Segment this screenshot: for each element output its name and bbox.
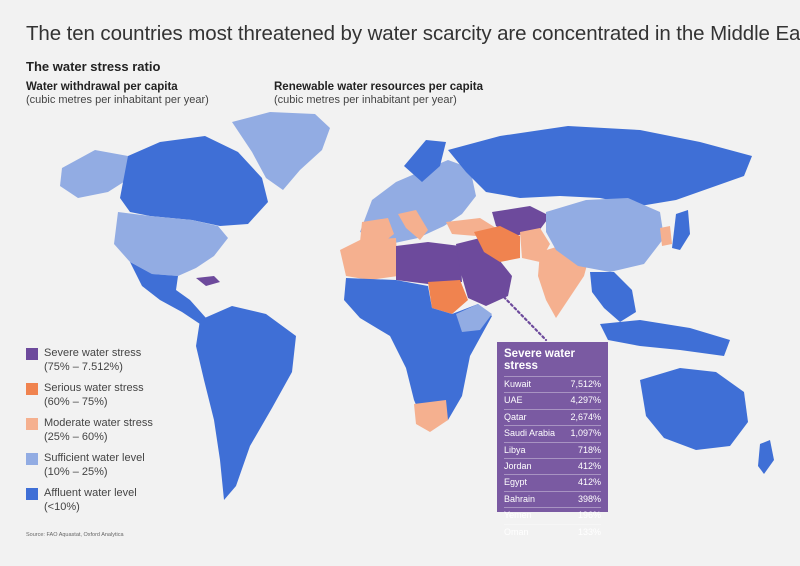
callout-country: Libya bbox=[504, 444, 526, 455]
region-horn-of-africa bbox=[456, 304, 492, 332]
legend-range: (10% – 25%) bbox=[44, 466, 108, 478]
callout-row: Qatar 2,674% bbox=[504, 408, 601, 425]
callout-value: 412% bbox=[577, 460, 601, 471]
legend-label: Sufficient water level bbox=[44, 452, 145, 464]
legend-label: Moderate water stress bbox=[44, 417, 153, 429]
chart-subtitle: The water stress ratio bbox=[26, 59, 161, 74]
legend-item-severe: Severe water stress (75% – 7.512%) bbox=[26, 346, 153, 381]
legend-item-moderate: Moderate water stress (25% – 60%) bbox=[26, 416, 153, 451]
callout-row: Yemen 196% bbox=[504, 507, 601, 523]
callout-value: 2,674% bbox=[570, 411, 601, 422]
legend-range: (60% – 75%) bbox=[44, 396, 108, 408]
region-southeast-asia bbox=[590, 272, 636, 322]
legend-range: (25% – 60%) bbox=[44, 431, 108, 443]
region-indonesia bbox=[600, 320, 730, 356]
region-alaska bbox=[60, 150, 130, 198]
region-canada bbox=[120, 136, 268, 226]
region-usa bbox=[114, 212, 228, 276]
callout-value: 7,512% bbox=[570, 379, 601, 389]
region-south-america bbox=[196, 306, 296, 500]
region-central-america bbox=[130, 262, 206, 324]
region-arabian-peninsula bbox=[456, 238, 512, 306]
ratio-denominator: Renewable water resources per capita (cu… bbox=[274, 81, 483, 106]
callout-row: UAE 4,297% bbox=[504, 392, 601, 408]
callout-country: Oman bbox=[504, 526, 529, 537]
legend-swatch-severe bbox=[26, 348, 38, 360]
callout-value: 718% bbox=[577, 444, 601, 455]
region-libya-egypt bbox=[396, 242, 462, 284]
region-iran bbox=[474, 226, 520, 262]
region-caribbean bbox=[196, 276, 220, 286]
denominator-unit: (cubic metres per inhabitant per year) bbox=[274, 94, 457, 106]
callout-country: Saudi Arabia bbox=[504, 428, 556, 439]
callout-row: Saudi Arabia 1,097% bbox=[504, 425, 601, 441]
region-north-africa bbox=[340, 238, 398, 280]
region-mediterranean bbox=[398, 210, 428, 240]
legend-swatch-sufficient bbox=[26, 453, 38, 465]
legend-label: Severe water stress bbox=[44, 347, 142, 359]
numerator-unit: (cubic metres per inhabitant per year) bbox=[26, 94, 209, 106]
callout-value: 412% bbox=[577, 477, 601, 488]
legend-range: (<10%) bbox=[44, 501, 80, 513]
region-scandinavia bbox=[404, 140, 446, 182]
callout-value: 133% bbox=[577, 526, 601, 537]
legend-item-sufficient: Sufficient water level (10% – 25%) bbox=[26, 451, 153, 486]
ratio-numerator: Water withdrawal per capita (cubic metre… bbox=[26, 81, 209, 106]
callout-country: UAE bbox=[504, 395, 523, 406]
callout-country: Jordan bbox=[504, 460, 532, 471]
callout-value: 196% bbox=[577, 510, 601, 521]
callout-title: Severe water stress bbox=[504, 348, 575, 372]
callout-leader-line bbox=[495, 288, 548, 342]
region-russia bbox=[448, 126, 752, 206]
callout-row: Bahrain 398% bbox=[504, 490, 601, 507]
legend-swatch-affluent bbox=[26, 488, 38, 500]
legend-item-serious: Serious water stress (60% – 75%) bbox=[26, 381, 153, 416]
region-china bbox=[546, 198, 664, 272]
region-sudan bbox=[428, 280, 468, 314]
callout-country: Yemen bbox=[504, 510, 532, 521]
callout-row: Jordan 412% bbox=[504, 457, 601, 474]
source-note: Source: FAO Aquastat, Oxford Analytica bbox=[26, 532, 124, 538]
callout-value: 4,297% bbox=[570, 395, 601, 406]
callout-country: Qatar bbox=[504, 411, 527, 422]
legend-item-affluent: Affluent water level (<10%) bbox=[26, 486, 153, 521]
region-greenland bbox=[232, 112, 330, 190]
severe-stress-callout: Severe water stress Kuwait 7,512% UAE 4,… bbox=[497, 342, 608, 537]
callout-country: Bahrain bbox=[504, 493, 536, 504]
callout-row: Kuwait 7,512% bbox=[504, 376, 601, 392]
legend-range: (75% – 7.512%) bbox=[44, 361, 123, 373]
legend-label: Affluent water level bbox=[44, 487, 137, 499]
region-southern-africa bbox=[414, 400, 448, 432]
region-japan bbox=[672, 210, 690, 250]
callout-country: Egypt bbox=[504, 477, 528, 488]
denominator-title: Renewable water resources per capita bbox=[274, 81, 484, 93]
numerator-title: Water withdrawal per capita bbox=[26, 81, 178, 93]
region-new-zealand bbox=[758, 440, 774, 474]
legend-label: Serious water stress bbox=[44, 382, 144, 394]
callout-row: Egypt 412% bbox=[504, 474, 601, 490]
legend-swatch-serious bbox=[26, 383, 38, 395]
map-legend: Severe water stress (75% – 7.512%) Serio… bbox=[26, 346, 153, 521]
callout-value: 398% bbox=[577, 493, 601, 504]
callout-value: 1,097% bbox=[570, 428, 601, 439]
callout-row: Oman 133% bbox=[504, 523, 601, 540]
region-korea-japan bbox=[660, 226, 672, 246]
region-australia bbox=[640, 368, 748, 450]
region-sub-saharan-africa bbox=[344, 278, 492, 428]
legend-swatch-moderate bbox=[26, 418, 38, 430]
region-central-asia bbox=[492, 206, 550, 236]
callout-country: Kuwait bbox=[504, 379, 532, 389]
callout-row: Libya 718% bbox=[504, 441, 601, 458]
chart-title: The ten countries most threatened by wat… bbox=[26, 22, 800, 45]
